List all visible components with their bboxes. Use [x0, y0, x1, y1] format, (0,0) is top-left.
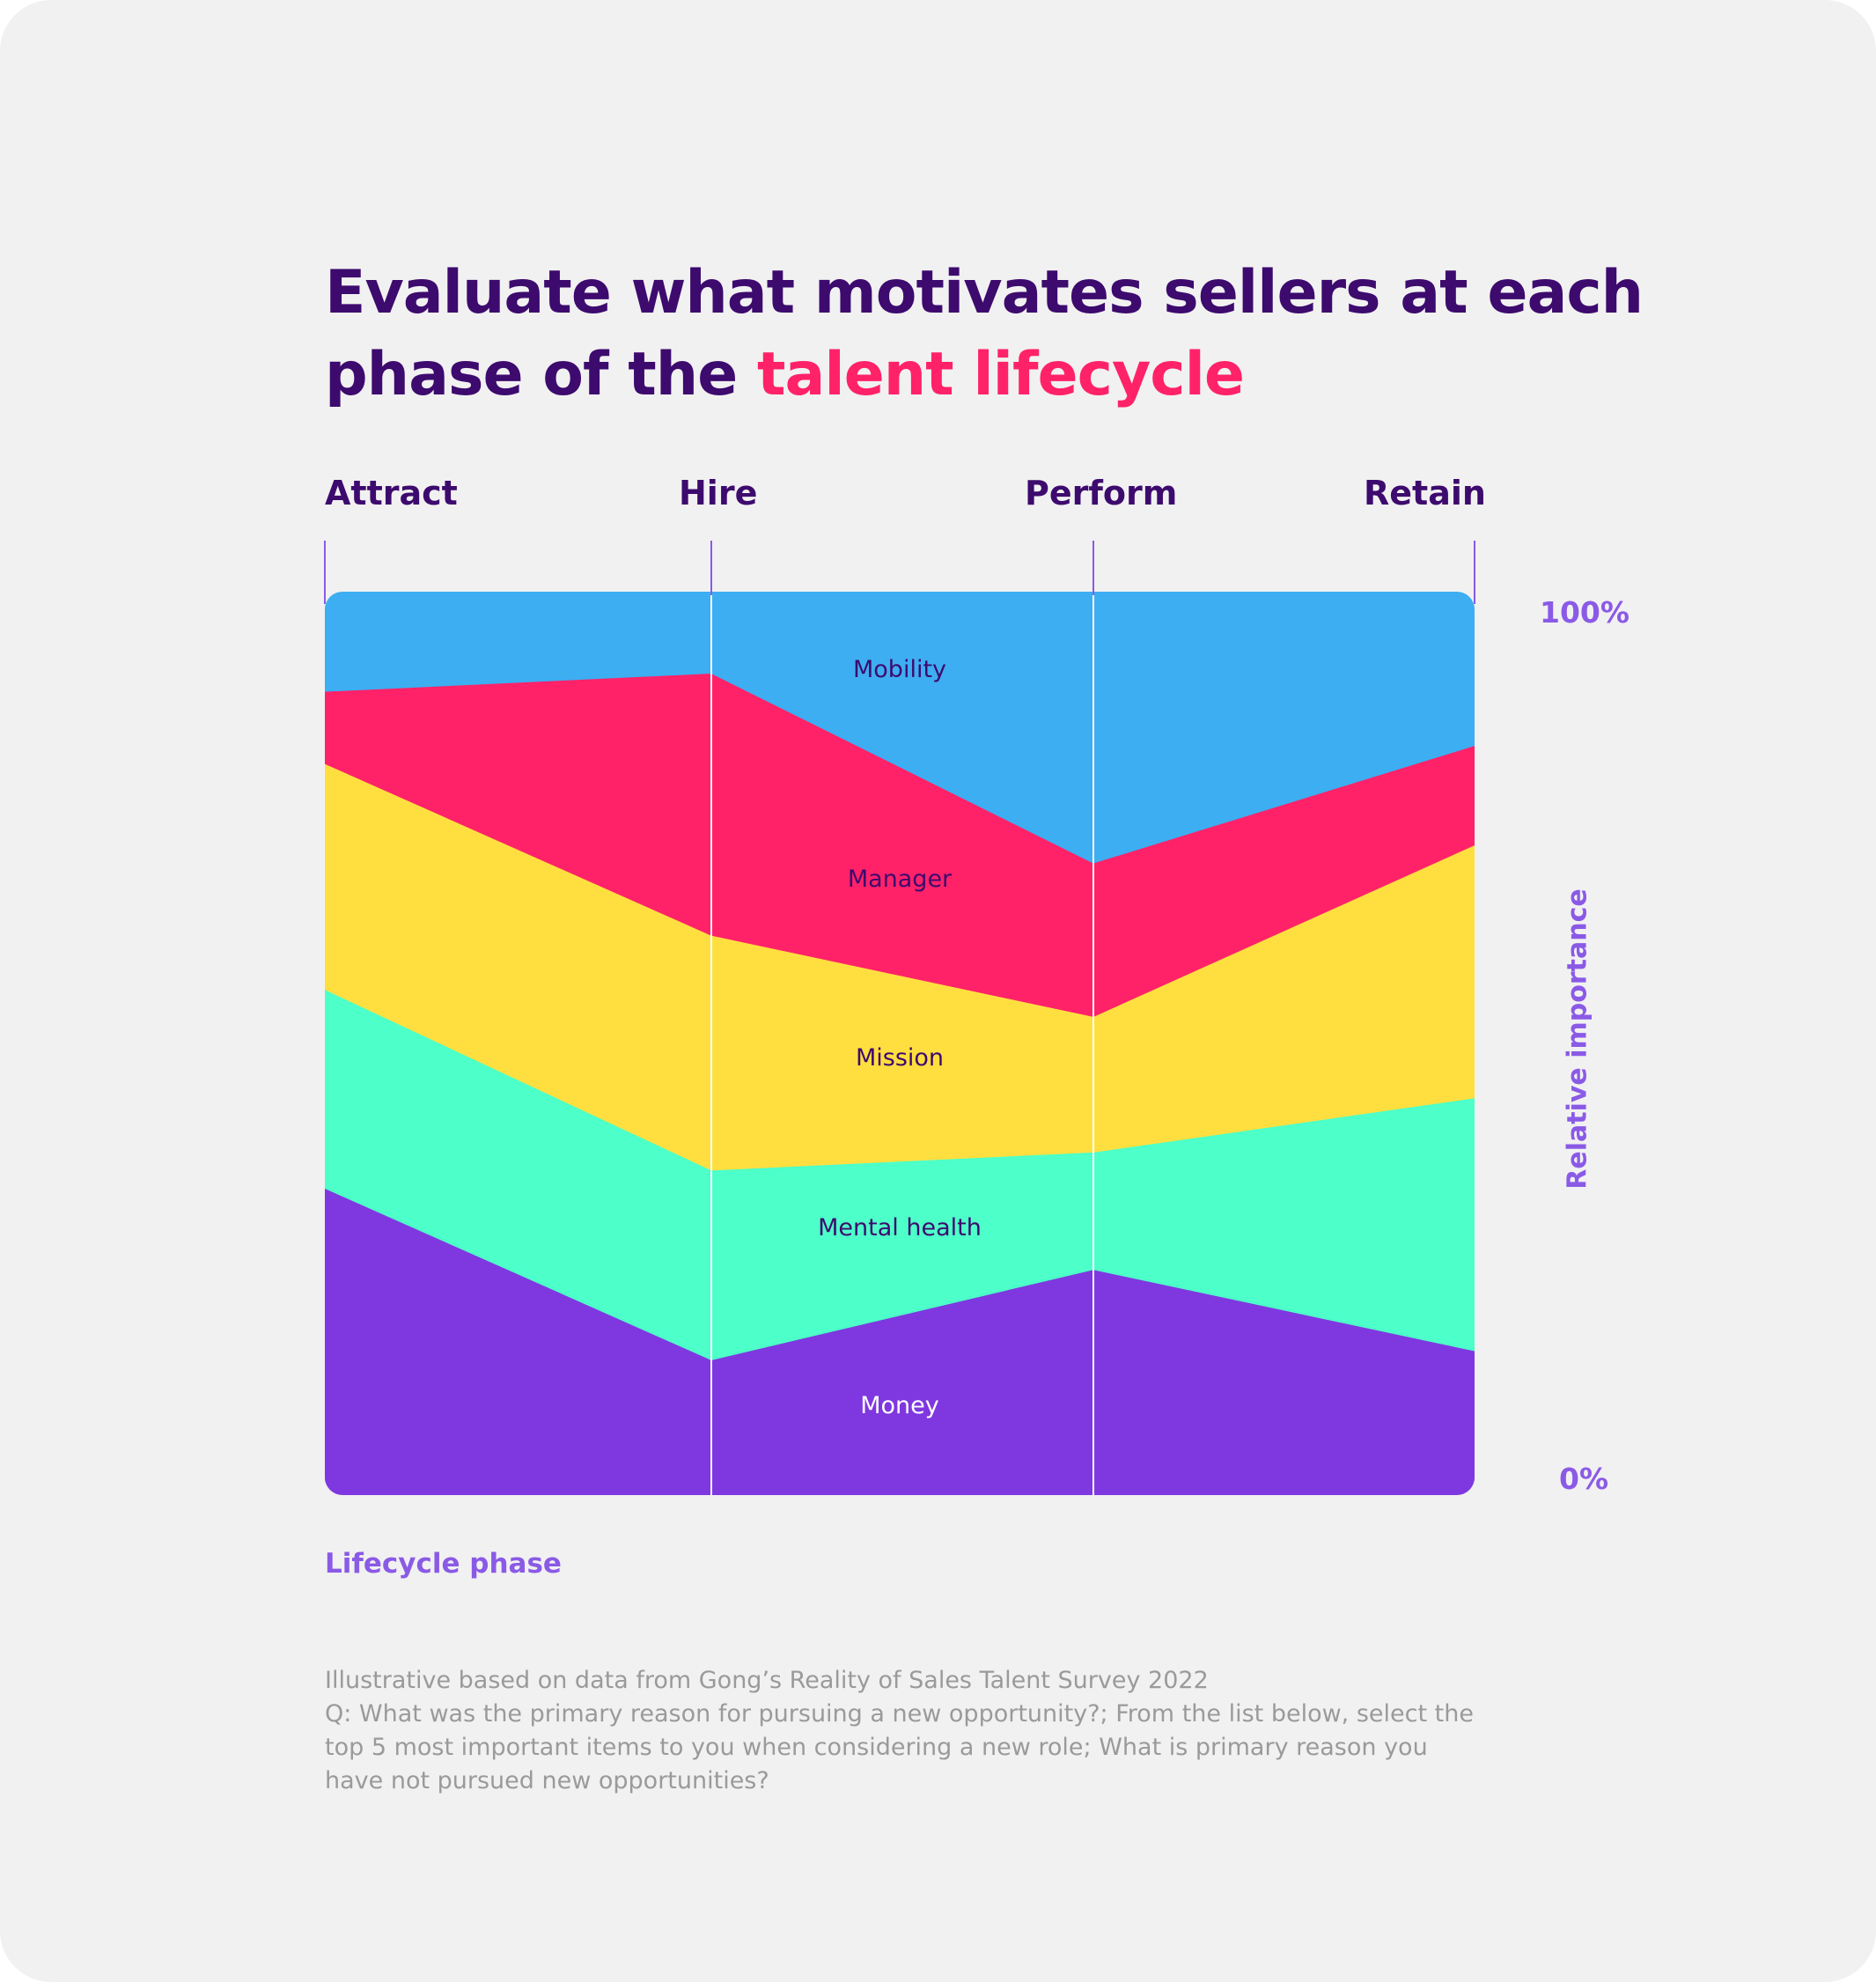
area-layers: [325, 592, 1475, 1495]
phase-label-hire: Hire: [679, 474, 758, 512]
title-highlight: talent lifecycle: [756, 340, 1245, 409]
phase-label-perform: Perform: [1025, 474, 1178, 512]
footnote: Illustrative based on data from Gong’s R…: [325, 1664, 1487, 1798]
phase-label-attract: Attract: [325, 474, 458, 512]
chart-title: Evaluate what motivates sellers at each …: [325, 252, 1645, 416]
footnote-source: Illustrative based on data from Gong’s R…: [325, 1667, 1209, 1694]
phase-label-retain: Retain: [1364, 474, 1486, 512]
series-label-mission: Mission: [856, 1044, 944, 1072]
series-labels: Money Mental health Mission Manager Mobility: [818, 656, 982, 1419]
series-label-mobility: Mobility: [853, 656, 946, 683]
series-label-manager: Manager: [848, 866, 953, 893]
series-label-mental-health: Mental health: [818, 1214, 982, 1242]
footnote-question: Q: What was the primary reason for pursu…: [325, 1700, 1474, 1794]
x-axis-label: Lifecycle phase: [325, 1548, 562, 1580]
phase-ticks: [324, 541, 1475, 604]
y-axis-label-text: Relative importance: [1562, 888, 1593, 1190]
title-text: Evaluate what motivates sellers at each …: [325, 258, 1644, 409]
y-tick-100: 100%: [1540, 595, 1630, 630]
y-tick-0: 0%: [1559, 1462, 1609, 1496]
series-label-money: Money: [860, 1392, 939, 1419]
